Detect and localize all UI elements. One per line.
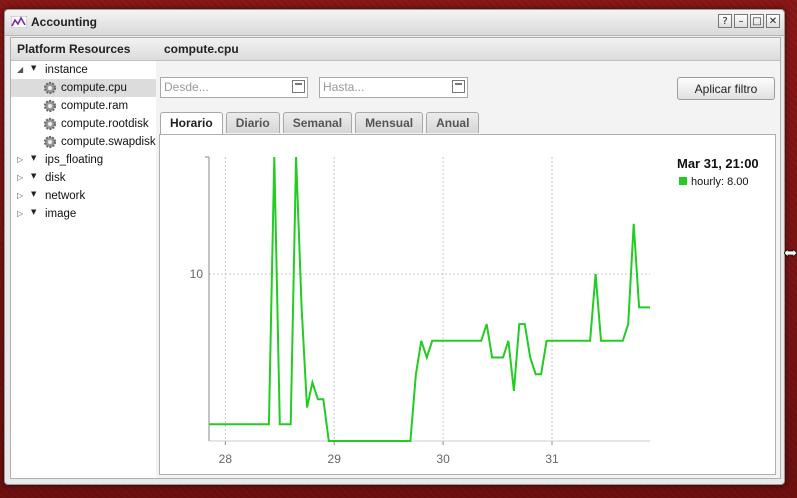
- tree-node-compute-rootdisk[interactable]: compute.rootdisk: [11, 115, 156, 133]
- tree-node-compute-ram[interactable]: compute.ram: [11, 97, 156, 115]
- series-line-hourly: [209, 156, 650, 442]
- window-controls: ? – □ ✕: [718, 14, 780, 28]
- chart-panel: 10 28 29 30 31 Mar 31, 21:00 hourly: 8.00: [159, 134, 776, 475]
- tree-node-label: compute.cpu: [61, 82, 127, 94]
- expander-open-icon[interactable]: ◢: [17, 65, 24, 74]
- expander-closed-icon[interactable]: ▷: [17, 191, 24, 200]
- period-tabs: Horario Diario Semanal Mensual Anual: [160, 112, 480, 135]
- tree-node-label: compute.swapdisk: [61, 136, 156, 148]
- gear-icon: [43, 117, 57, 131]
- title-bar[interactable]: Accounting ? – □ ✕: [5, 10, 784, 36]
- menu-arrow-icon[interactable]: ▼: [31, 64, 37, 72]
- resize-arrow-icon[interactable]: [784, 249, 797, 257]
- tab-horario[interactable]: Horario: [160, 112, 223, 135]
- legend-swatch: [679, 177, 687, 185]
- tree-node-ips-floating[interactable]: ▷ ▼ ips_floating: [11, 151, 156, 169]
- tree-node-label: ips_floating: [45, 154, 104, 166]
- menu-arrow-icon[interactable]: ▼: [31, 172, 37, 180]
- to-date-field[interactable]: Hasta...: [319, 77, 468, 98]
- gear-icon: [43, 81, 57, 95]
- x-tick-label: 30: [436, 452, 450, 466]
- from-date-placeholder: Desde...: [164, 80, 209, 94]
- tree-node-disk[interactable]: ▷ ▼ disk: [11, 169, 156, 187]
- menu-arrow-icon[interactable]: ▼: [31, 190, 37, 198]
- from-date-field[interactable]: Desde...: [160, 77, 308, 98]
- tree-node-image[interactable]: ▷ ▼ image: [11, 205, 156, 223]
- maximize-button[interactable]: □: [750, 14, 764, 28]
- gear-icon: [43, 99, 57, 113]
- main-panel: compute.cpu Desde... Hasta... Aplicar fi…: [156, 37, 781, 479]
- expander-closed-icon[interactable]: ▷: [17, 155, 24, 164]
- tree-node-label: network: [45, 190, 86, 202]
- tree-node-label: image: [45, 208, 77, 220]
- tree-node-instance[interactable]: ◢ ▼ instance: [11, 61, 156, 79]
- app-chart-icon: [11, 16, 27, 28]
- tree-node-network[interactable]: ▷ ▼ network: [11, 187, 156, 205]
- x-tick-label: 28: [219, 452, 233, 466]
- tab-anual[interactable]: Anual: [426, 112, 480, 133]
- tree-node-label: compute.ram: [61, 100, 129, 112]
- tab-diario[interactable]: Diario: [225, 112, 280, 133]
- resource-tree: ◢ ▼ instance compute.cpu compute.ram com…: [11, 61, 156, 223]
- expander-closed-icon[interactable]: ▷: [17, 209, 24, 218]
- tab-semanal[interactable]: Semanal: [282, 112, 353, 133]
- tab-mensual[interactable]: Mensual: [355, 112, 424, 133]
- tree-node-compute-swapdisk[interactable]: compute.swapdisk: [11, 133, 156, 151]
- tree-node-label: compute.rootdisk: [61, 118, 149, 130]
- line-chart: 10 28 29 30 31 Mar 31, 21:00 hourly: 8.00: [190, 156, 759, 466]
- help-button[interactable]: ?: [718, 14, 732, 28]
- calendar-icon[interactable]: [292, 80, 305, 93]
- calendar-icon[interactable]: [452, 80, 465, 93]
- tree-node-label: disk: [45, 172, 66, 184]
- to-date-placeholder: Hasta...: [323, 80, 365, 94]
- apply-filter-button[interactable]: Aplicar filtro: [677, 77, 775, 100]
- expander-closed-icon[interactable]: ▷: [17, 173, 24, 182]
- close-button[interactable]: ✕: [766, 14, 780, 28]
- window-title: Accounting: [31, 15, 97, 29]
- tree-node-compute-cpu[interactable]: compute.cpu: [11, 79, 156, 97]
- minimize-button[interactable]: –: [734, 14, 748, 28]
- tree-node-label: instance: [45, 64, 88, 76]
- gear-icon: [43, 135, 57, 149]
- tooltip-value: hourly: 8.00: [691, 176, 748, 188]
- menu-arrow-icon[interactable]: ▼: [31, 208, 37, 216]
- menu-arrow-icon[interactable]: ▼: [31, 154, 37, 162]
- x-tick-label: 31: [545, 452, 559, 466]
- x-tick-label: 29: [328, 452, 342, 466]
- y-tick-label: 10: [190, 267, 204, 281]
- main-title: compute.cpu: [156, 38, 780, 61]
- sidebar-title: Platform Resources: [11, 38, 156, 61]
- sidebar: Platform Resources ◢ ▼ instance compute.…: [10, 37, 157, 479]
- accounting-window: Accounting ? – □ ✕ Platform Resources ◢ …: [4, 9, 785, 485]
- tooltip-title: Mar 31, 21:00: [677, 156, 759, 171]
